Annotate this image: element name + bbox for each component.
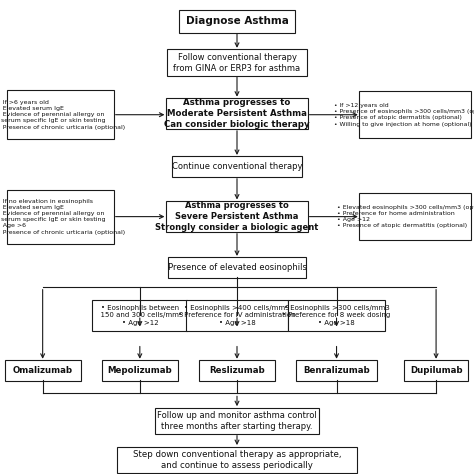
Text: Presence of elevated eosinophils: Presence of elevated eosinophils xyxy=(168,264,306,272)
Text: • Eosinophils >400 cells/mm3
• Preference for IV administration
• Age >18: • Eosinophils >400 cells/mm3 • Preferenc… xyxy=(178,305,296,326)
FancyBboxPatch shape xyxy=(4,360,81,381)
FancyBboxPatch shape xyxy=(296,360,377,381)
Text: Follow up and monitor asthma control
three months after starting therapy.: Follow up and monitor asthma control thr… xyxy=(157,411,317,431)
Text: • If >6 years old
• Elevated serum IgE
• Evidence of perennial allergy on
  seru: • If >6 years old • Elevated serum IgE •… xyxy=(0,100,125,129)
FancyBboxPatch shape xyxy=(199,360,275,381)
Text: Asthma progresses to
Moderate Persistent Asthma
Can consider biologic therapy: Asthma progresses to Moderate Persistent… xyxy=(164,98,310,129)
Text: Asthma progresses to
Severe Persistent Asthma
Strongly consider a biologic agent: Asthma progresses to Severe Persistent A… xyxy=(155,201,319,232)
Text: • Eosinophils between
  150 and 300 cells/mm3
• Age >12: • Eosinophils between 150 and 300 cells/… xyxy=(96,305,183,326)
FancyBboxPatch shape xyxy=(117,447,357,473)
Text: Step down conventional therapy as appropriate,
and continue to assess periodical: Step down conventional therapy as approp… xyxy=(133,450,341,470)
Text: Continue conventional therapy: Continue conventional therapy xyxy=(172,163,302,171)
Text: Follow conventional therapy
from GINA or ERP3 for asthma: Follow conventional therapy from GINA or… xyxy=(173,53,301,73)
Text: Benralizumab: Benralizumab xyxy=(303,366,370,375)
Text: Reslizumab: Reslizumab xyxy=(209,366,265,375)
Text: Dupilumab: Dupilumab xyxy=(410,366,463,375)
FancyBboxPatch shape xyxy=(167,49,307,76)
FancyBboxPatch shape xyxy=(168,257,306,278)
FancyBboxPatch shape xyxy=(166,98,309,129)
FancyBboxPatch shape xyxy=(186,300,288,331)
Text: • Eosinophils >300 cells/mm3
• Preference for 8 week dosing
• Age >18: • Eosinophils >300 cells/mm3 • Preferenc… xyxy=(283,305,391,326)
FancyBboxPatch shape xyxy=(166,201,309,232)
FancyBboxPatch shape xyxy=(101,360,178,381)
Text: • If no elevation in eosinophils
• Elevated serum IgE
• Evidence of perennial al: • If no elevation in eosinophils • Eleva… xyxy=(0,199,125,235)
FancyBboxPatch shape xyxy=(92,300,187,331)
FancyBboxPatch shape xyxy=(7,90,114,139)
FancyBboxPatch shape xyxy=(172,156,302,177)
FancyBboxPatch shape xyxy=(179,10,295,33)
FancyBboxPatch shape xyxy=(7,190,114,244)
Text: Mepolizumab: Mepolizumab xyxy=(108,366,172,375)
FancyBboxPatch shape xyxy=(359,91,471,138)
FancyBboxPatch shape xyxy=(359,193,471,240)
FancyBboxPatch shape xyxy=(288,300,385,331)
Text: Omalizumab: Omalizumab xyxy=(13,366,73,375)
FancyBboxPatch shape xyxy=(155,408,319,434)
FancyBboxPatch shape xyxy=(404,360,468,381)
Text: Diagnose Asthma: Diagnose Asthma xyxy=(185,16,289,27)
Text: • If >12 years old
• Presence of eosinophils >300 cells/mm3 (optional)
• Presenc: • If >12 years old • Presence of eosinop… xyxy=(334,103,474,127)
Text: • Elevated eosinophils >300 cells/mm3 (optional)
• Preference for home administr: • Elevated eosinophils >300 cells/mm3 (o… xyxy=(337,205,474,228)
